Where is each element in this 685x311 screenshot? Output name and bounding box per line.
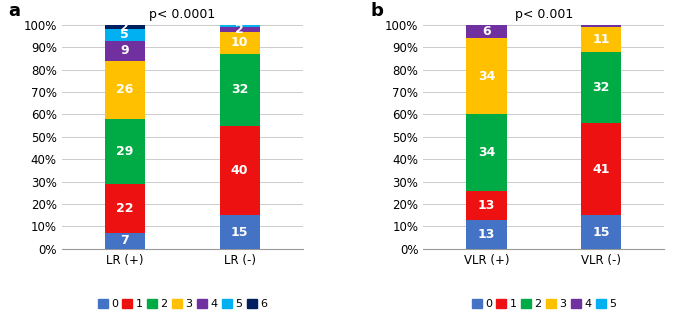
Bar [581, 123, 621, 215]
Text: 9: 9 [121, 44, 129, 57]
Text: 2: 2 [121, 21, 129, 34]
Bar [219, 126, 260, 215]
Bar [581, 25, 621, 27]
Bar [105, 233, 145, 249]
Text: 34: 34 [478, 70, 495, 83]
Title: p< 0.001: p< 0.001 [514, 8, 573, 21]
Text: 34: 34 [478, 146, 495, 159]
Bar [466, 38, 507, 114]
Bar [219, 32, 260, 54]
Legend: 0, 1, 2, 3, 4, 5: 0, 1, 2, 3, 4, 5 [467, 295, 621, 311]
Bar [105, 29, 145, 40]
Bar [105, 184, 145, 233]
Bar [219, 23, 260, 25]
Bar [581, 52, 621, 123]
Text: 32: 32 [231, 83, 248, 96]
Text: 22: 22 [116, 202, 134, 215]
Text: 32: 32 [593, 81, 610, 94]
Bar [466, 220, 507, 249]
Bar [219, 215, 260, 249]
Text: 29: 29 [116, 145, 134, 158]
Bar [105, 25, 145, 29]
Bar [581, 215, 621, 249]
Bar [105, 40, 145, 61]
Bar [581, 27, 621, 52]
Text: 11: 11 [593, 33, 610, 46]
Text: 7: 7 [121, 234, 129, 248]
Bar [466, 114, 507, 191]
Bar [466, 191, 507, 220]
Text: 15: 15 [593, 225, 610, 239]
Bar [219, 25, 260, 27]
Bar [219, 54, 260, 126]
Text: 40: 40 [231, 164, 249, 177]
Legend: 0, 1, 2, 3, 4, 5, 6: 0, 1, 2, 3, 4, 5, 6 [93, 295, 271, 311]
Text: 41: 41 [593, 163, 610, 176]
Text: 5: 5 [121, 28, 129, 41]
Text: b: b [371, 2, 383, 21]
Text: 6: 6 [482, 25, 490, 38]
Text: 10: 10 [231, 36, 249, 49]
Text: 2: 2 [235, 23, 244, 36]
Text: 15: 15 [231, 225, 249, 239]
Text: 26: 26 [116, 83, 134, 96]
Bar [581, 23, 621, 25]
Text: a: a [9, 2, 21, 21]
Bar [105, 61, 145, 119]
Title: p< 0.0001: p< 0.0001 [149, 8, 215, 21]
Text: 13: 13 [478, 228, 495, 241]
Bar [219, 27, 260, 32]
Bar [105, 119, 145, 184]
Text: 13: 13 [478, 199, 495, 212]
Bar [466, 25, 507, 38]
